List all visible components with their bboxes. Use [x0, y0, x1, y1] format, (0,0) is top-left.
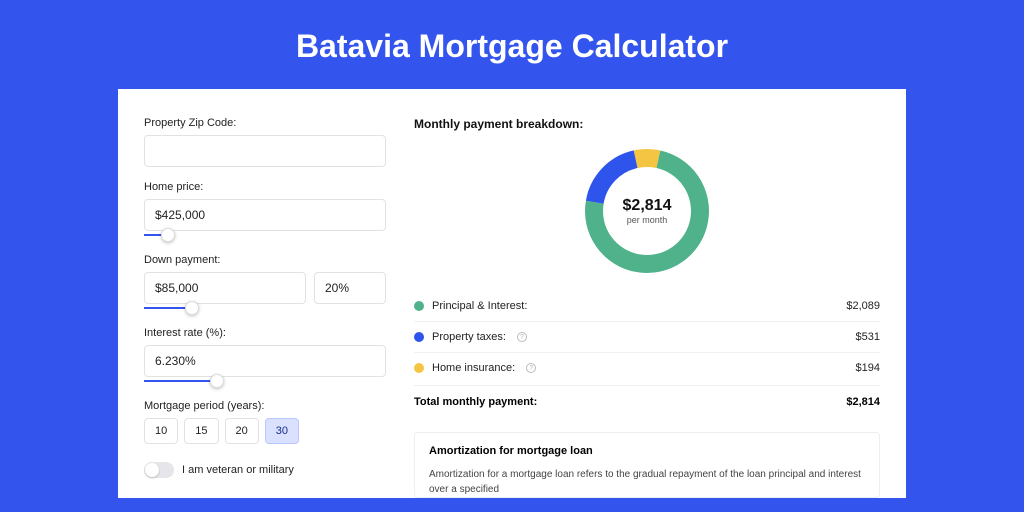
total-label: Total monthly payment:	[414, 396, 537, 408]
page-title: Batavia Mortgage Calculator	[0, 0, 1024, 89]
rate-slider[interactable]	[144, 376, 386, 386]
donut-sub: per month	[627, 215, 668, 225]
period-option-30[interactable]: 30	[265, 418, 299, 444]
rate-group: Interest rate (%):	[144, 327, 386, 386]
veteran-label: I am veteran or military	[182, 464, 294, 476]
slider-thumb[interactable]	[161, 228, 175, 242]
donut-amount: $2,814	[623, 197, 672, 215]
amortization-title: Amortization for mortgage loan	[429, 445, 865, 457]
rate-input[interactable]	[144, 345, 386, 377]
breakdown-title: Monthly payment breakdown:	[414, 117, 880, 131]
veteran-row: I am veteran or military	[144, 462, 386, 478]
info-icon[interactable]: ?	[526, 363, 536, 373]
legend: Principal & Interest: $2,089 Property taxe…	[414, 291, 880, 383]
zip-input[interactable]	[144, 135, 386, 167]
slider-thumb[interactable]	[185, 301, 199, 315]
legend-dot-pi	[414, 301, 424, 311]
period-label: Mortgage period (years):	[144, 400, 386, 412]
legend-label-ins: Home insurance:	[432, 362, 515, 374]
home-price-input[interactable]	[144, 199, 386, 231]
legend-row-pi: Principal & Interest: $2,089	[414, 291, 880, 322]
legend-left: Property taxes:?	[414, 331, 527, 343]
down-payment-slider[interactable]	[144, 303, 386, 313]
form-panel: Property Zip Code: Home price: Down paym…	[144, 117, 386, 498]
legend-value-pi: $2,089	[846, 300, 880, 312]
donut-chart-wrap: $2,814 per month	[414, 143, 880, 291]
breakdown-panel: Monthly payment breakdown: $2,814 per mo…	[414, 117, 880, 498]
legend-dot-tax	[414, 332, 424, 342]
period-group: Mortgage period (years): 1015 2030	[144, 400, 386, 444]
down-payment-input[interactable]	[144, 272, 306, 304]
donut-chart: $2,814 per month	[585, 149, 709, 273]
toggle-knob	[145, 463, 159, 477]
slider-thumb[interactable]	[210, 374, 224, 388]
info-icon[interactable]: ?	[517, 332, 527, 342]
home-price-group: Home price:	[144, 181, 386, 240]
legend-dot-ins	[414, 363, 424, 373]
zip-group: Property Zip Code:	[144, 117, 386, 167]
period-option-15[interactable]: 15	[184, 418, 218, 444]
legend-row-tax: Property taxes:? $531	[414, 322, 880, 353]
legend-value-ins: $194	[856, 362, 880, 374]
home-price-label: Home price:	[144, 181, 386, 193]
period-option-20[interactable]: 20	[225, 418, 259, 444]
legend-left: Principal & Interest:	[414, 300, 527, 312]
rate-label: Interest rate (%):	[144, 327, 386, 339]
period-options: 1015 2030	[144, 418, 386, 444]
calculator-card: Property Zip Code: Home price: Down paym…	[118, 89, 906, 498]
legend-value-tax: $531	[856, 331, 880, 343]
legend-label-pi: Principal & Interest:	[432, 300, 527, 312]
legend-row-ins: Home insurance:? $194	[414, 353, 880, 383]
donut-center: $2,814 per month	[585, 149, 709, 273]
down-payment-label: Down payment:	[144, 254, 386, 266]
legend-label-tax: Property taxes:	[432, 331, 506, 343]
legend-left: Home insurance:?	[414, 362, 536, 374]
total-row: Total monthly payment: $2,814	[414, 385, 880, 422]
total-value: $2,814	[846, 396, 880, 408]
down-payment-group: Down payment:	[144, 254, 386, 313]
veteran-toggle[interactable]	[144, 462, 174, 478]
amortization-text: Amortization for a mortgage loan refers …	[429, 467, 865, 497]
period-option-10[interactable]: 10	[144, 418, 178, 444]
zip-label: Property Zip Code:	[144, 117, 386, 129]
home-price-slider[interactable]	[144, 230, 386, 240]
down-payment-pct-input[interactable]	[314, 272, 386, 304]
amortization-box: Amortization for mortgage loan Amortizat…	[414, 432, 880, 498]
